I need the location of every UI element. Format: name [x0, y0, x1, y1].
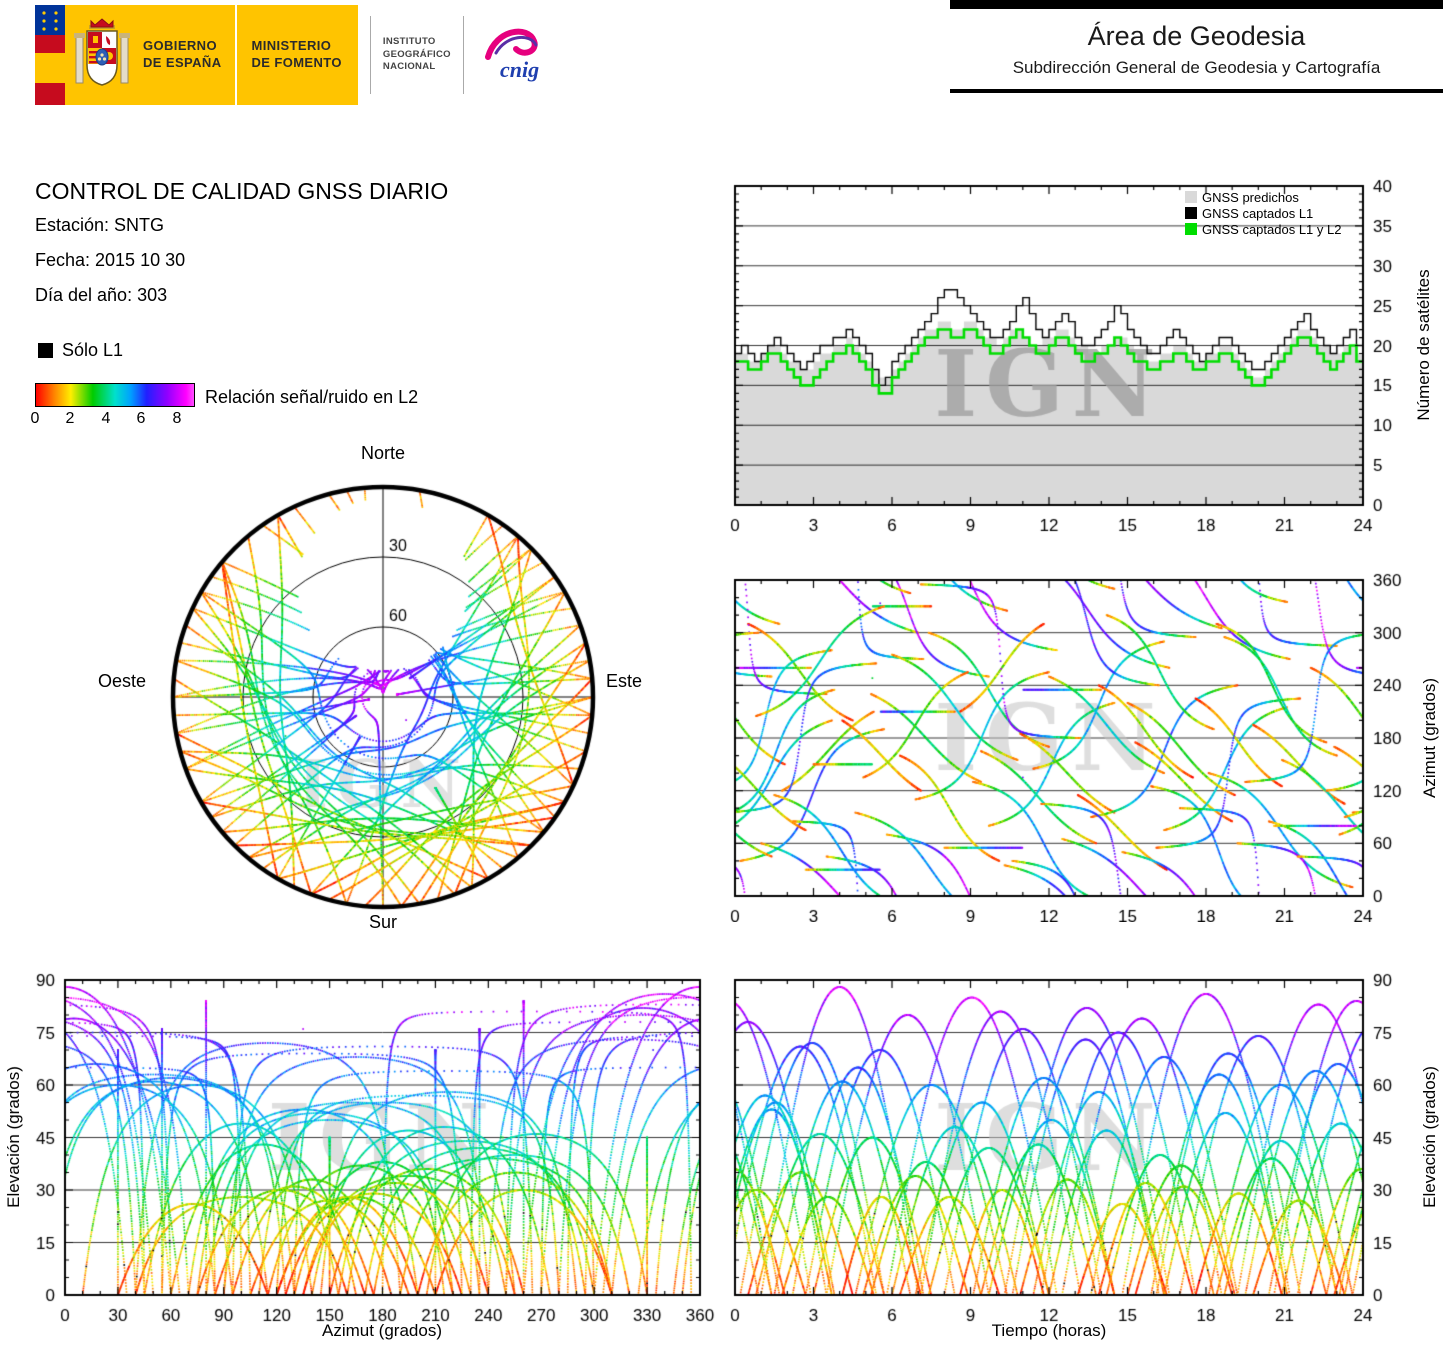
gobierno-line2: DE ESPAÑA	[143, 55, 222, 70]
legend-item-l1l2: GNSS captados L1 y L2	[1185, 221, 1341, 237]
legend-swatch-l1l2	[1185, 223, 1197, 235]
skyplot-canvas	[148, 462, 618, 932]
solo-l1-legend: Sólo L1	[38, 340, 123, 361]
coat-of-arms-icon	[74, 18, 130, 86]
area-subtitle: Subdirección General de Geodesia y Carto…	[1012, 58, 1381, 77]
banner-separator	[369, 16, 371, 94]
y-axis-title-satellite-count: Número de satélites	[1414, 269, 1433, 421]
elevation-vs-azimuth-chart	[20, 968, 735, 1328]
ministerio-label: MINISTERIO DE FOMENTO	[251, 38, 341, 72]
x-axis-title-azimuth: Azimut (grados)	[322, 1321, 442, 1340]
header-bottom-bar	[950, 89, 1443, 93]
y-axis-title-elevation-right: Elevación (grados)	[1420, 1066, 1439, 1208]
banner-separator-2	[462, 16, 464, 94]
legend-label-l1: GNSS captados L1	[1202, 205, 1314, 221]
y-axis-title-azimuth: Azimut (grados)	[1420, 678, 1439, 798]
page-title: CONTROL DE CALIDAD GNSS DIARIO	[35, 178, 449, 204]
x-axis-title-time: Tiempo (horas)	[991, 1321, 1107, 1340]
cnig-text: cnig	[500, 57, 539, 82]
gobierno-line1: GOBIERNO	[143, 38, 217, 54]
black-square-icon	[38, 343, 53, 358]
station-label: Estación: SNTG	[35, 215, 165, 235]
day-of-year-label: Día del año: 303	[35, 285, 168, 305]
area-header: Área de Geodesia Subdirección General de…	[950, 0, 1443, 93]
legend-label-l1l2: GNSS captados L1 y L2	[1202, 221, 1342, 237]
spain-flag-icon	[35, 5, 65, 105]
ministerio-line2: DE FOMENTO	[251, 55, 342, 70]
skyplot-west-label: Oeste	[98, 671, 147, 691]
azimuth-vs-time-chart	[700, 570, 1445, 922]
snr-colorbar-label: Relación señal/ruido en L2	[205, 387, 419, 407]
ministerio-line1: MINISTERIO	[251, 38, 332, 54]
elevation-vs-time-chart	[700, 968, 1445, 1328]
legend-swatch-l1	[1185, 207, 1197, 219]
y-axis-title-elevation-left: Elevación (grados)	[4, 1066, 23, 1208]
cnig-logo-icon: cnig	[484, 28, 539, 82]
instituto-block: INSTITUTO GEOGRÁFICO NACIONAL cnig	[358, 5, 556, 105]
banner-divider	[235, 5, 238, 105]
area-title: Área de Geodesia	[1087, 21, 1306, 51]
snr-tick-4: 4	[101, 410, 111, 427]
skyplot-north-label: Norte	[360, 443, 406, 463]
snr-tick-8: 8	[172, 410, 182, 427]
government-banner: GOBIERNO DE ESPAÑA MINISTERIO DE FOMENTO…	[35, 5, 556, 105]
gobierno-label: GOBIERNO DE ESPAÑA	[143, 38, 221, 72]
snr-tick-6: 6	[136, 410, 146, 427]
snr-tick-0: 0	[30, 410, 40, 427]
legend-label-predichos: GNSS predichos	[1202, 189, 1299, 205]
legend-item-l1: GNSS captados L1	[1185, 205, 1341, 221]
instituto-line2: GEOGRÁFICO	[382, 48, 451, 60]
satellite-count-chart	[700, 175, 1445, 547]
gobierno-yellow-block: GOBIERNO DE ESPAÑA MINISTERIO DE FOMENTO	[35, 5, 358, 105]
solo-l1-label: Sólo L1	[62, 340, 124, 360]
instituto-line1: INSTITUTO	[382, 35, 436, 47]
satellite-count-legend: GNSS predichos GNSS captados L1 GNSS cap…	[1185, 189, 1341, 237]
legend-swatch-predichos	[1185, 191, 1197, 203]
date-label: Fecha: 2015 10 30	[35, 250, 186, 270]
instituto-line3: NACIONAL	[382, 61, 436, 73]
snr-colorbar	[35, 383, 195, 407]
snr-tick-2: 2	[65, 410, 75, 427]
header-top-bar	[950, 0, 1443, 9]
legend-item-predichos: GNSS predichos	[1185, 189, 1341, 205]
instituto-label: INSTITUTO GEOGRÁFICO NACIONAL	[383, 36, 451, 74]
